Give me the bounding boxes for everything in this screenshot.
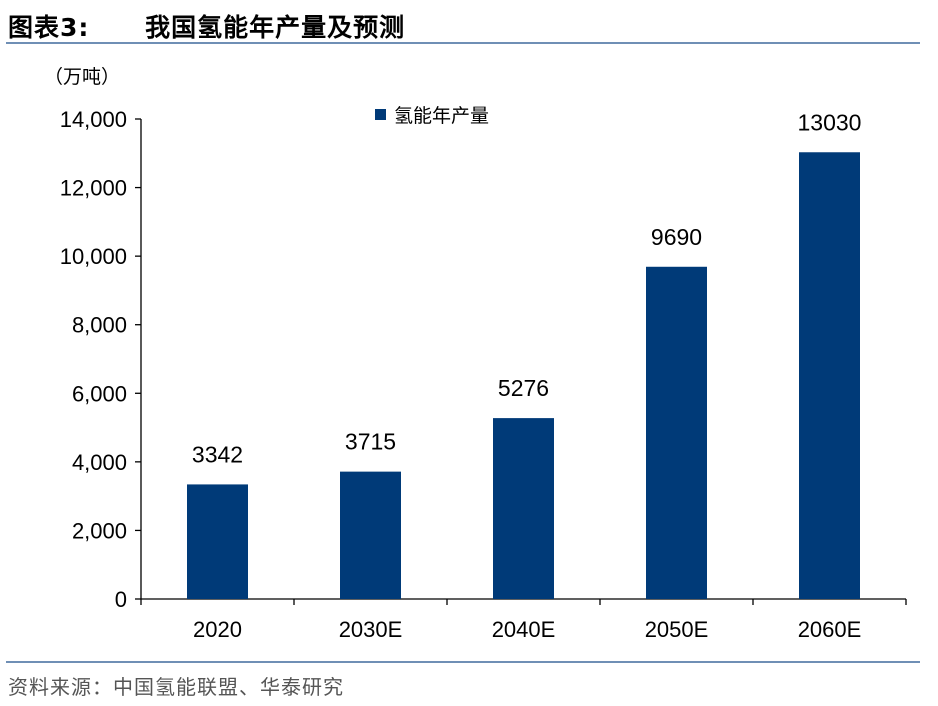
data-label: 3715 — [345, 429, 396, 455]
y-tick-label: 8,000 — [72, 313, 127, 338]
y-tick-label: 12,000 — [60, 176, 127, 201]
x-tick-label: 2030E — [339, 617, 403, 642]
chart-labels: 3342 2020 3715 2030E 5276 2040E 9690 2050E 13030… — [192, 109, 862, 642]
x-tick-label: 2020 — [193, 617, 242, 642]
legend-swatch — [375, 109, 386, 120]
data-label: 13030 — [798, 109, 862, 135]
bar-2050E — [646, 266, 707, 599]
figure-label: 图表3: — [8, 13, 90, 42]
y-tick-label: 4,000 — [72, 450, 127, 475]
x-tick-label: 2050E — [645, 617, 709, 642]
y-tick-label: 0 — [115, 587, 127, 612]
figure-title: 图表3: 我国氢能年产量及预测 — [8, 8, 405, 44]
y-tick-label: 2,000 — [72, 518, 127, 543]
bar-2030E — [340, 471, 401, 599]
source-note: 资料来源：中国氢能联盟、华泰研究 — [8, 675, 344, 699]
legend-label: 氢能年产量 — [394, 105, 490, 127]
chart-axes: 0 2,000 4,000 6,000 8,000 10,000 12,000 14,000 — [60, 107, 907, 612]
chart-legend: 氢能年产量 — [375, 101, 489, 128]
bar-2060E — [799, 152, 860, 599]
y-tick-label: 6,000 — [72, 381, 127, 406]
x-tick-label: 2060E — [798, 617, 862, 642]
bar-2020 — [187, 484, 248, 599]
y-axis-unit-label: （万吨） — [44, 66, 121, 88]
x-tick-label: 2040E — [492, 617, 556, 642]
data-label: 5276 — [498, 375, 549, 401]
figure-name: 我国氢能年产量及预测 — [145, 13, 406, 42]
chart-bars — [187, 152, 860, 599]
data-label: 9690 — [651, 224, 702, 250]
y-tick-label: 10,000 — [60, 244, 127, 269]
y-tick-label: 14,000 — [60, 107, 127, 132]
top-divider — [6, 42, 920, 44]
bottom-divider — [6, 661, 920, 663]
data-label: 3342 — [192, 441, 243, 467]
bar-2040E — [493, 418, 554, 599]
